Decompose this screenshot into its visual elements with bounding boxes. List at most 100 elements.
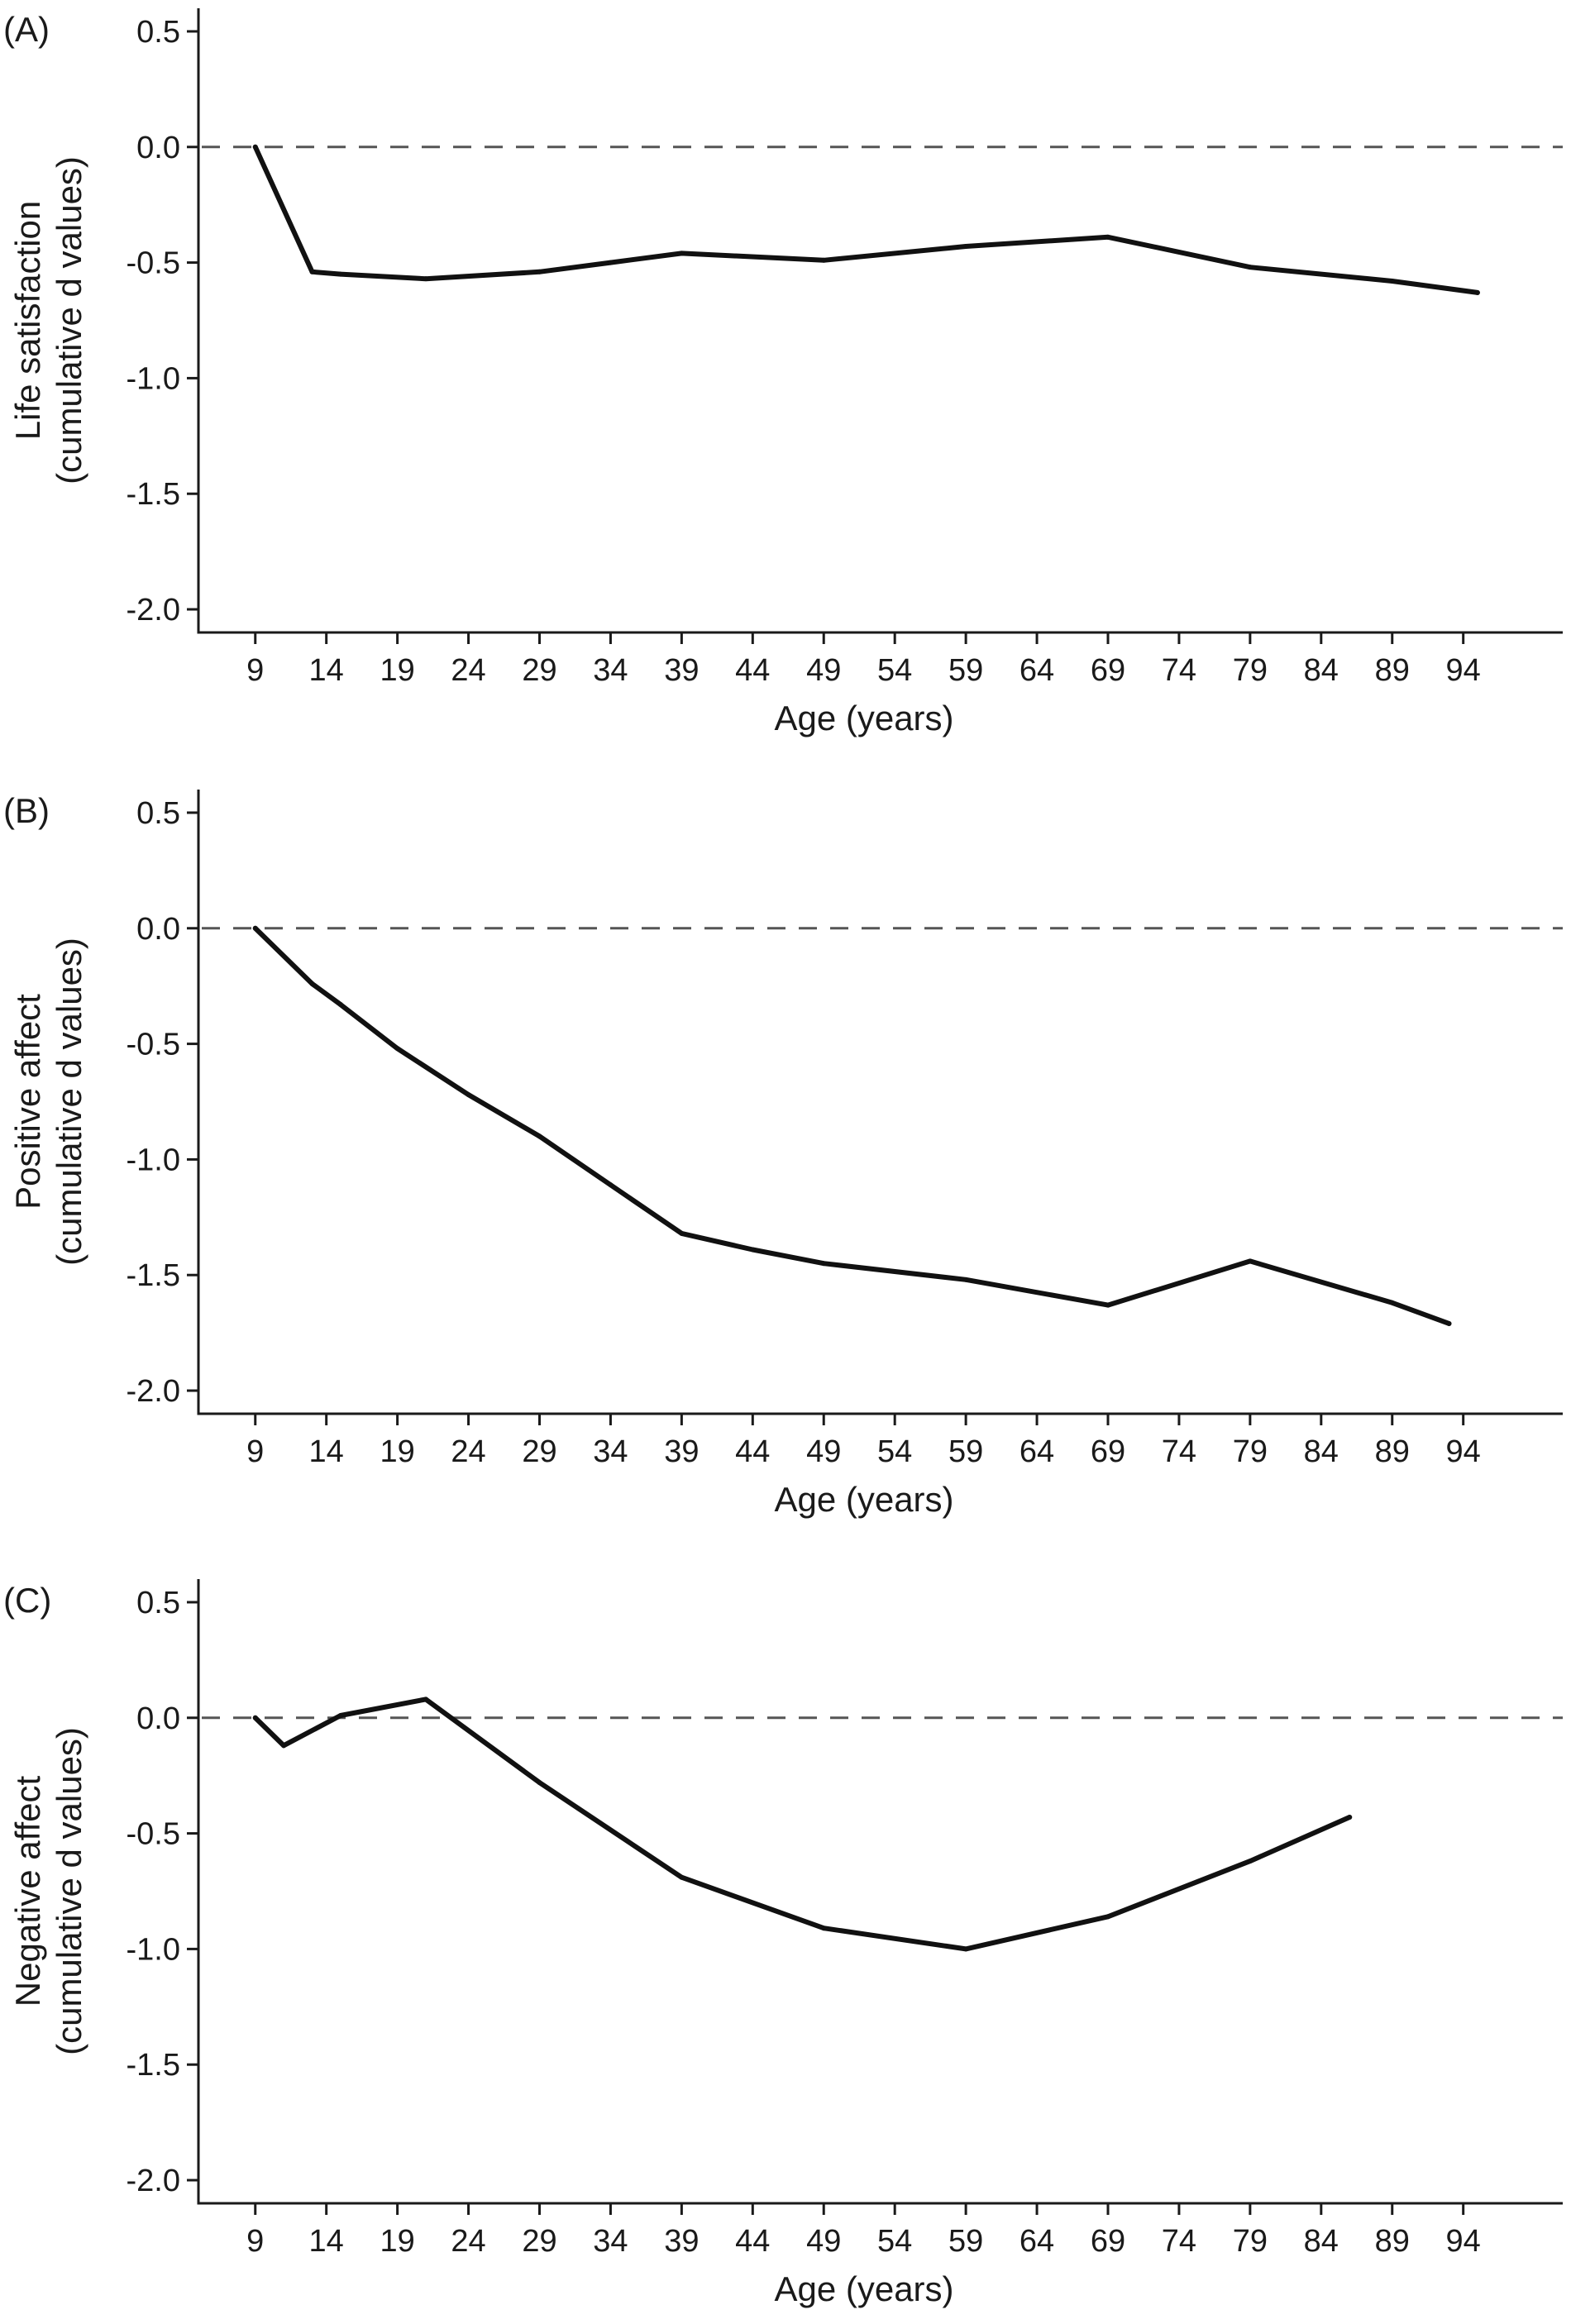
panel-b: (B) 0.5 0.0 -0.5 -1.0 -1.5 -2.0 9 14 19 24 29 34 39 44… — [3, 790, 1563, 1519]
y-tick-label: -2.0 — [127, 593, 180, 628]
data-point — [252, 925, 258, 931]
data-point — [679, 251, 685, 256]
x-tick-label: 64 — [1019, 653, 1054, 688]
x-tick-label: 29 — [522, 653, 556, 688]
x-tick-label: 69 — [1091, 653, 1125, 688]
y-axis-title-b-line-1: Positive affect — [8, 994, 47, 1210]
data-point — [1446, 1320, 1452, 1326]
data-point — [337, 1002, 343, 1008]
panel-label-c: (C) — [3, 1581, 51, 1620]
data-point — [423, 1696, 428, 1702]
data-point — [337, 1712, 343, 1718]
data-point — [309, 269, 315, 274]
data-point — [1105, 1914, 1110, 1920]
y-tick-label: -0.5 — [127, 1817, 180, 1852]
x-axis-title-b: Age (years) — [774, 1480, 953, 1519]
axis-lines-c — [197, 1579, 1563, 2205]
data-point — [281, 1743, 287, 1749]
y-tick-label: -0.5 — [127, 246, 180, 281]
x-tick-label: 89 — [1375, 653, 1410, 688]
x-tick-label: 64 — [1019, 1434, 1054, 1469]
y-tick-label: 0.5 — [136, 1586, 180, 1620]
x-tick-label: 84 — [1304, 653, 1339, 688]
series-line-a — [252, 144, 1480, 295]
x-tick-label: 9 — [246, 653, 264, 688]
x-tick-label: 44 — [735, 1434, 770, 1469]
y-tick-label: 0.0 — [136, 1701, 180, 1736]
data-point — [608, 1182, 614, 1188]
x-tick-label: 34 — [593, 653, 628, 688]
x-tick-label: 74 — [1162, 653, 1196, 688]
y-tick-label: -2.0 — [127, 2164, 180, 2198]
x-tick-label: 69 — [1091, 2224, 1125, 2259]
x-tick-label: 19 — [380, 653, 414, 688]
data-point — [537, 1133, 542, 1139]
x-tick-label: 9 — [246, 1434, 264, 1469]
data-point — [1247, 265, 1253, 270]
x-tick-label: 39 — [664, 653, 699, 688]
data-point — [679, 1874, 685, 1880]
axis-lines-b — [197, 790, 1563, 1415]
panel-a: (A) 0.5 0.0 -0.5 -1.0 -1.5 -2.0 9 14 19 24 29 34 39 44… — [3, 8, 1563, 737]
x-tick-label: 39 — [664, 1434, 699, 1469]
data-point — [309, 981, 315, 986]
x-tick-label: 79 — [1233, 2224, 1268, 2259]
x-tick-label: 74 — [1162, 1434, 1196, 1469]
y-axis-title-b-line-2: (cumulative d values) — [50, 938, 88, 1266]
x-tick-label: 54 — [877, 653, 912, 688]
x-tick-label: 44 — [735, 2224, 770, 2259]
x-tick-label: 94 — [1446, 1434, 1481, 1469]
x-tick-label: 34 — [593, 1434, 628, 1469]
x-tick-label: 94 — [1446, 2224, 1481, 2259]
x-axis-title-a: Age (years) — [774, 699, 953, 737]
y-axis-title-c-line-1: Negative affect — [8, 1775, 47, 2007]
data-point — [1347, 1815, 1353, 1821]
data-point — [1389, 278, 1395, 284]
panel-label-b: (B) — [3, 791, 50, 830]
panel-c: (C) 0.5 0.0 -0.5 -1.0 -1.5 -2.0 9 14 19 24 29 34 39 44… — [3, 1579, 1563, 2308]
x-tick-label: 89 — [1375, 1434, 1410, 1469]
x-tick-label: 14 — [309, 1434, 344, 1469]
data-point — [821, 1926, 827, 1931]
data-point — [1389, 1300, 1395, 1305]
y-axis-title-a-line-2: (cumulative d values) — [50, 156, 88, 484]
x-tick-label: 49 — [806, 653, 841, 688]
x-tick-label: 39 — [664, 2224, 699, 2259]
y-tick-label: -1.5 — [127, 2048, 180, 2083]
x-tick-label: 14 — [309, 2224, 344, 2259]
x-tick-label: 24 — [451, 2224, 485, 2259]
x-tick-label: 84 — [1304, 1434, 1339, 1469]
data-point — [1474, 289, 1480, 295]
data-point — [963, 1277, 969, 1282]
x-tick-label: 79 — [1233, 1434, 1268, 1469]
y-axis-title-c-line-2: (cumulative d values) — [50, 1727, 88, 2055]
data-point — [1105, 234, 1110, 240]
data-point — [679, 1230, 685, 1236]
x-tick-label: 79 — [1233, 653, 1268, 688]
data-point — [963, 1946, 969, 1952]
x-tick-label: 34 — [593, 2224, 628, 2259]
y-tick-label: -1.0 — [127, 1143, 180, 1177]
x-tick-label: 29 — [522, 1434, 556, 1469]
x-tick-label: 59 — [948, 653, 983, 688]
x-tick-label: 54 — [877, 2224, 912, 2259]
y-tick-label: 0.0 — [136, 912, 180, 947]
data-point — [423, 276, 428, 282]
y-tick-label: 0.5 — [136, 796, 180, 831]
data-point — [821, 1261, 827, 1267]
x-tick-label: 49 — [806, 1434, 841, 1469]
data-point — [252, 144, 258, 150]
y-axis-title-a-line-1: Life satisfaction — [8, 201, 47, 441]
y-tick-label: -2.0 — [127, 1374, 180, 1409]
x-tick-label: 9 — [246, 2224, 264, 2259]
y-tick-label: -1.5 — [127, 477, 180, 512]
x-tick-label: 14 — [309, 653, 344, 688]
panel-label-a: (A) — [3, 10, 50, 49]
data-point — [337, 271, 343, 277]
x-tick-label: 94 — [1446, 653, 1481, 688]
x-tick-label: 89 — [1375, 2224, 1410, 2259]
x-tick-label: 74 — [1162, 2224, 1196, 2259]
x-tick-label: 24 — [451, 653, 485, 688]
